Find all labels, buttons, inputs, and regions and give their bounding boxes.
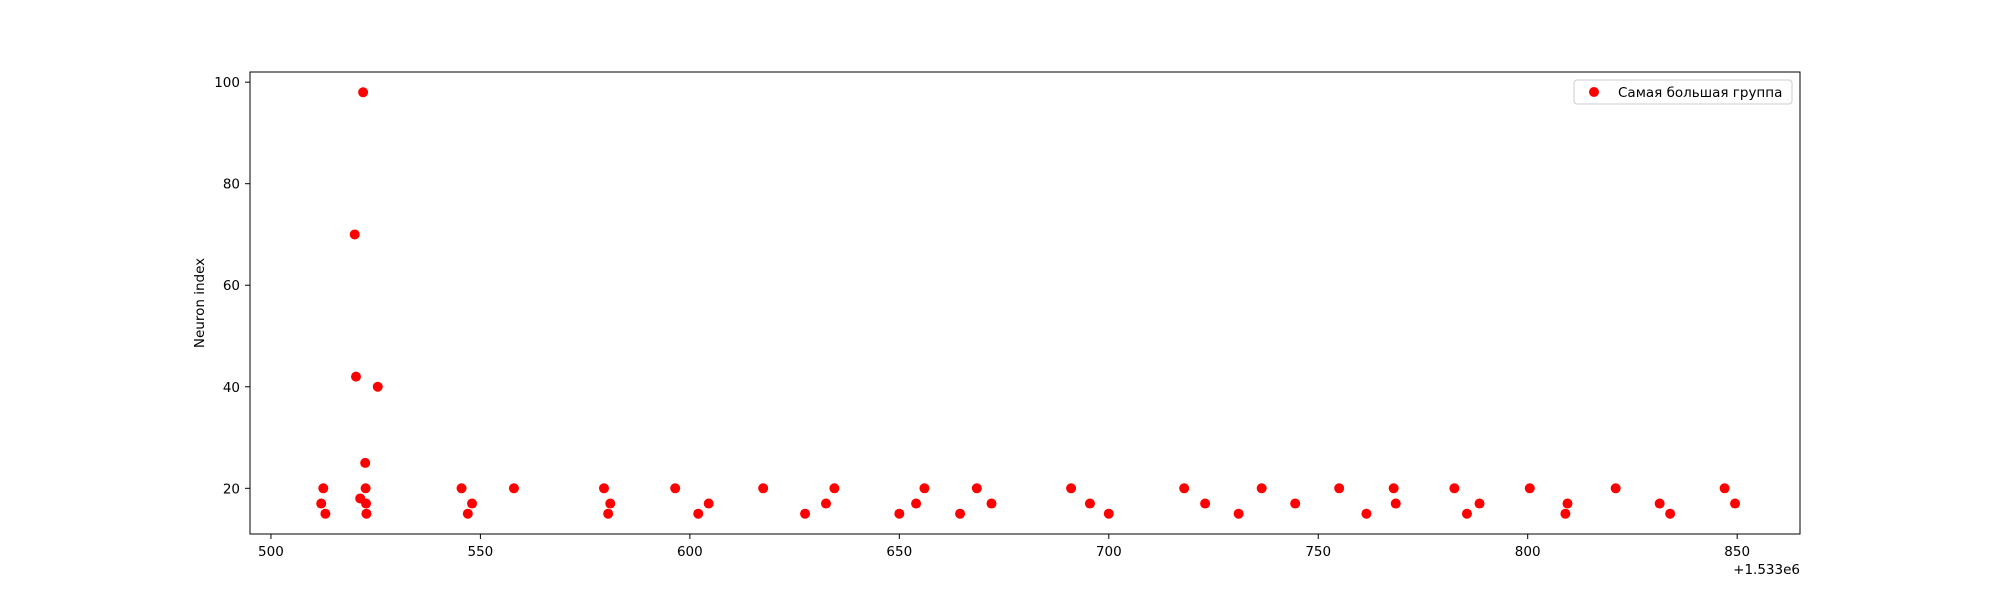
- data-point: [361, 508, 372, 519]
- data-point: [320, 508, 331, 519]
- plot-background: [250, 72, 1800, 534]
- data-point: [508, 483, 519, 494]
- x-tick-label: 650: [886, 544, 912, 560]
- data-point: [1084, 498, 1095, 509]
- y-tick-label: 40: [223, 380, 240, 396]
- data-point: [467, 498, 478, 509]
- data-points: [316, 87, 1741, 519]
- legend-marker: [1589, 87, 1599, 97]
- data-point: [955, 508, 966, 519]
- data-point: [800, 508, 811, 519]
- data-point: [1066, 483, 1077, 494]
- data-point: [372, 381, 383, 392]
- data-point: [360, 457, 371, 468]
- data-point: [1665, 508, 1676, 519]
- data-point: [1474, 498, 1485, 509]
- data-point: [1461, 508, 1472, 519]
- data-point: [1654, 498, 1665, 509]
- data-point: [1256, 483, 1267, 494]
- data-point: [605, 498, 616, 509]
- y-tick-label: 100: [214, 75, 240, 91]
- x-tick-label: 800: [1515, 544, 1541, 560]
- data-point: [603, 508, 614, 519]
- data-point: [986, 498, 997, 509]
- data-point: [919, 483, 930, 494]
- data-point: [821, 498, 832, 509]
- x-tick-label: 700: [1096, 544, 1122, 560]
- data-point: [361, 498, 372, 509]
- x-tick-label: 850: [1724, 544, 1750, 560]
- data-point: [598, 483, 609, 494]
- data-point: [1388, 483, 1399, 494]
- data-point: [349, 229, 360, 240]
- data-point: [971, 483, 982, 494]
- x-tick-label: 750: [1305, 544, 1331, 560]
- data-point: [1233, 508, 1244, 519]
- data-point: [1390, 498, 1401, 509]
- data-point: [758, 483, 769, 494]
- data-point: [829, 483, 840, 494]
- data-point: [894, 508, 905, 519]
- x-tick-label: 500: [258, 544, 284, 560]
- data-point: [703, 498, 714, 509]
- data-point: [1179, 483, 1190, 494]
- data-point: [1730, 498, 1741, 509]
- data-point: [1610, 483, 1621, 494]
- data-point: [316, 498, 327, 509]
- data-point: [1562, 498, 1573, 509]
- data-point: [350, 371, 361, 382]
- y-tick-label: 20: [223, 481, 240, 497]
- plot-frame: [249, 71, 1801, 535]
- data-point: [693, 508, 704, 519]
- data-point: [1361, 508, 1372, 519]
- y-tick-label: 60: [223, 278, 240, 294]
- data-point: [1560, 508, 1571, 519]
- data-point: [1334, 483, 1345, 494]
- y-tick-label: 80: [223, 177, 240, 193]
- data-point: [1200, 498, 1211, 509]
- y-axis: 20 40 60 80 100: [214, 75, 250, 497]
- x-axis: 500 550 600 650 700 750 800 850: [258, 534, 1750, 560]
- data-point: [318, 483, 329, 494]
- data-point: [911, 498, 922, 509]
- data-point: [1719, 483, 1730, 494]
- data-point: [1290, 498, 1301, 509]
- legend-label: Самая большая группа: [1618, 85, 1782, 101]
- data-point: [670, 483, 681, 494]
- x-tick-label: 600: [677, 544, 703, 560]
- data-point: [1103, 508, 1114, 519]
- x-tick-label: 550: [468, 544, 494, 560]
- legend: Самая большая группа: [1573, 79, 1793, 105]
- data-point: [456, 483, 467, 494]
- data-point: [462, 508, 473, 519]
- y-axis-label: Neuron index: [192, 258, 208, 348]
- data-point: [360, 483, 371, 494]
- x-offset-label: +1.533e6: [1733, 562, 1800, 578]
- data-point: [1449, 483, 1460, 494]
- legend-box: [1573, 79, 1793, 105]
- data-point: [358, 87, 369, 98]
- data-point: [1524, 483, 1535, 494]
